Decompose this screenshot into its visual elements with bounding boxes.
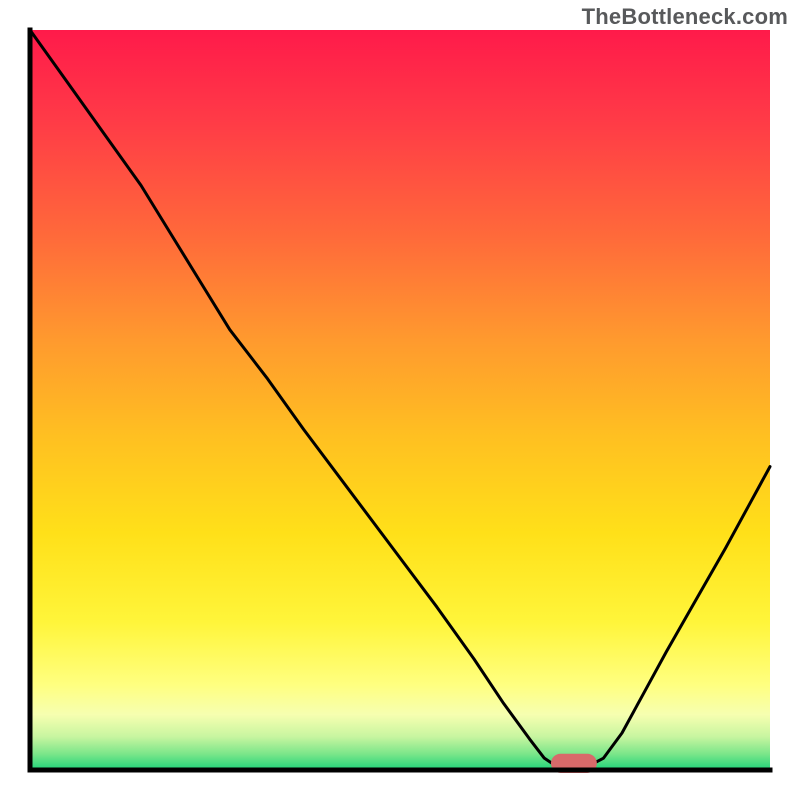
- bottleneck-chart: [0, 0, 800, 800]
- chart-container: { "meta": { "width": 800, "height": 800,…: [0, 0, 800, 800]
- gradient-background: [30, 30, 770, 770]
- watermark-text: TheBottleneck.com: [582, 4, 788, 30]
